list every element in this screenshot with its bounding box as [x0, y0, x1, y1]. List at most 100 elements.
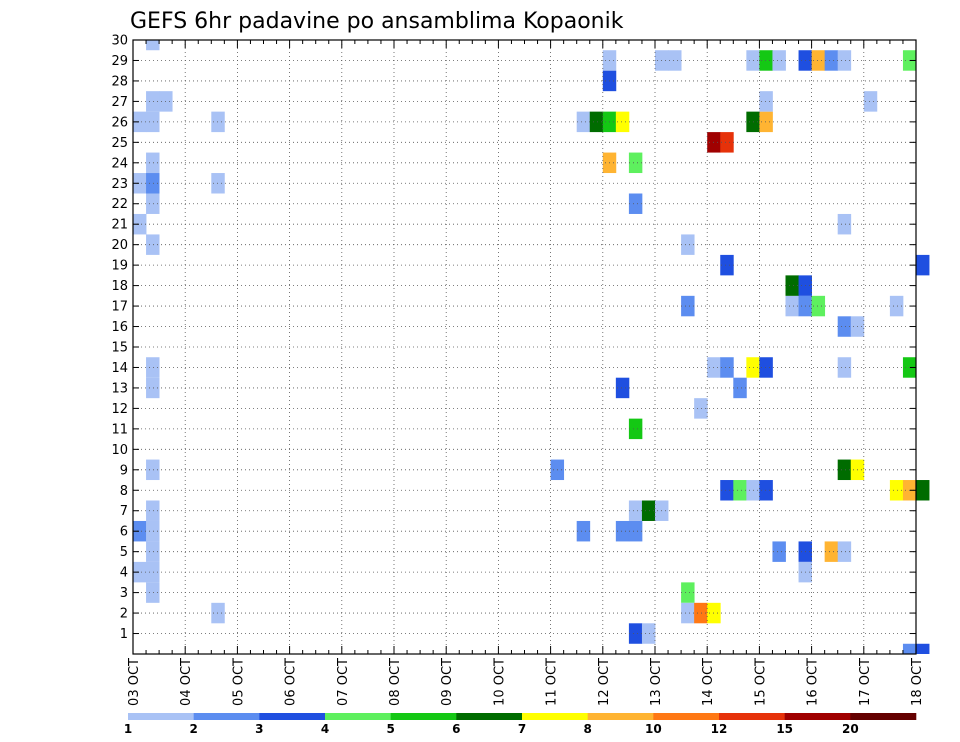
heatmap-cell	[811, 295, 826, 317]
colorbar-swatch	[784, 713, 851, 720]
heatmap-cell	[211, 173, 225, 194]
heatmap-cell	[146, 193, 160, 214]
heatmap-cell	[133, 213, 147, 235]
colorbar-label: 6	[452, 722, 460, 736]
colorbar-swatch	[390, 713, 457, 720]
heatmap-cell	[759, 480, 773, 501]
colorbar-swatch	[522, 713, 588, 720]
heatmap-cell	[772, 541, 786, 562]
heatmap-cells	[133, 40, 930, 654]
y-tick-label: 8	[120, 484, 128, 499]
heatmap-cell	[824, 50, 839, 71]
x-tick-label: 14 OCT	[701, 658, 716, 706]
heatmap-cell	[628, 520, 643, 542]
heatmap-cell	[681, 234, 695, 255]
heatmap-cell	[863, 91, 878, 112]
y-tick-label: 17	[111, 300, 128, 315]
heatmap-cell	[628, 623, 643, 644]
heatmap-cell	[628, 152, 643, 174]
x-axis: 03 OCT 04 OCT 05 OCT 06 OCT 07 OCT 08 OCT 09 O…	[127, 40, 925, 706]
heatmap-cell	[146, 561, 160, 583]
y-tick-label: 13	[111, 381, 128, 396]
heatmap-cell	[146, 377, 160, 399]
y-tick-label: 16	[111, 320, 128, 335]
x-tick-label: 13 OCT	[649, 658, 664, 706]
x-tick-label: 16 OCT	[806, 658, 821, 706]
colorbar-swatch	[850, 713, 917, 720]
colorbar-label: 7	[518, 722, 526, 736]
heatmap-cell	[902, 643, 917, 654]
colorbar-label: 8	[583, 722, 591, 736]
heatmap-cell	[628, 193, 643, 214]
heatmap-cell	[641, 500, 656, 521]
y-tick-label: 22	[111, 197, 128, 212]
y-tick-label: 6	[120, 525, 128, 540]
colorbar-swatch	[325, 713, 391, 720]
heatmap-cell	[889, 480, 904, 501]
heatmap-cell	[146, 459, 160, 481]
colorbar-swatch	[128, 713, 194, 720]
heatmap-cell	[146, 541, 160, 562]
heatmap-cell	[916, 643, 930, 654]
heatmap-cell	[837, 316, 852, 337]
colorbar-label: 2	[189, 722, 197, 736]
y-tick-label: 19	[111, 259, 128, 274]
heatmap-cell	[146, 111, 160, 133]
y-tick-label: 23	[111, 177, 128, 192]
chart-title: GEFS 6hr padavine po ansamblima Kopaonik	[130, 9, 624, 34]
heatmap-cell	[759, 50, 773, 71]
heatmap-cell	[694, 398, 708, 419]
heatmap-cell	[720, 132, 734, 153]
heatmap-cell	[146, 357, 160, 378]
x-tick-label: 06 OCT	[284, 658, 299, 706]
heatmap-cell	[720, 254, 734, 276]
y-tick-label: 28	[111, 74, 128, 89]
heatmap-cell	[615, 520, 630, 542]
x-tick-label: 08 OCT	[388, 658, 403, 706]
heatmap-cell	[759, 111, 773, 133]
heatmap-cell	[211, 111, 225, 133]
y-tick-label: 20	[111, 238, 128, 253]
heatmap-cell	[785, 275, 799, 296]
heatmap-cell	[641, 623, 656, 644]
x-tick-label: 17 OCT	[858, 658, 873, 706]
y-tick-label: 25	[111, 136, 128, 151]
heatmap-cell	[916, 254, 930, 276]
colorbar-label: 15	[776, 722, 793, 736]
heatmap-cell	[133, 561, 147, 583]
y-tick-label: 2	[120, 607, 128, 622]
heatmap-cell	[211, 602, 225, 624]
y-tick-label: 12	[111, 402, 128, 417]
heatmap-cell	[133, 111, 147, 133]
y-tick-label: 14	[111, 361, 128, 376]
x-tick-label: 11 OCT	[545, 658, 560, 706]
heatmap-cell	[681, 295, 695, 317]
heatmap-cell	[576, 111, 591, 133]
colorbar-swatch	[259, 713, 326, 720]
heatmap-cell	[759, 91, 773, 112]
heatmap-cell	[733, 480, 747, 501]
heatmap-cell	[146, 582, 160, 603]
x-tick-label: 18 OCT	[910, 658, 925, 706]
heatmap-cell	[837, 50, 852, 71]
y-tick-label: 7	[120, 504, 128, 519]
x-tick-label: 15 OCT	[753, 658, 768, 706]
colorbar-swatch	[193, 713, 260, 720]
y-tick-label: 18	[111, 279, 128, 294]
y-tick-label: 11	[111, 422, 128, 437]
heatmap-cell	[589, 111, 604, 133]
y-tick-label: 29	[111, 54, 128, 69]
heatmap-cell	[720, 357, 734, 378]
heatmap-cell	[681, 582, 695, 603]
x-tick-label: 04 OCT	[179, 658, 194, 706]
y-tick-label: 1	[120, 627, 128, 642]
x-tick-label: 07 OCT	[336, 658, 351, 706]
colorbar-label: 1	[124, 722, 132, 736]
y-tick-label: 9	[120, 463, 128, 478]
y-tick-label: 10	[111, 443, 128, 458]
colorbar-swatch	[653, 713, 720, 720]
colorbar-label: 3	[255, 722, 263, 736]
colorbar-label: 4	[321, 722, 329, 736]
heatmap-cell	[720, 480, 734, 501]
